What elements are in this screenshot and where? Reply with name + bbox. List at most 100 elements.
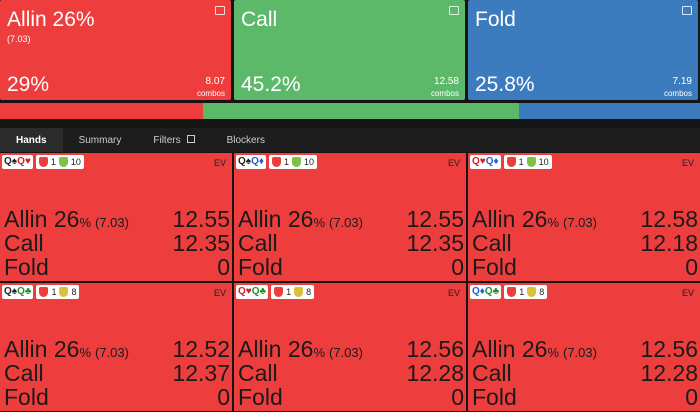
action-size: (7.03) xyxy=(329,345,363,360)
blocker-count: 8 xyxy=(71,287,77,297)
action-label: Fold xyxy=(238,385,283,409)
hand-cell[interactable]: Q♠Q♥ 1 10 EV Allin 26% (7.03) 12.55 Call 12.35 Fo… xyxy=(0,153,232,281)
ev-row: Allin 26% (7.03) 12.55 xyxy=(4,207,230,231)
blocker-icon xyxy=(58,157,68,167)
hand-chips: Q♥Q♣ 1 8 xyxy=(236,285,315,299)
hand-chips: Q♠Q♦ 1 10 xyxy=(236,155,318,169)
ev-row: Allin 26% (7.03) 12.56 xyxy=(472,337,698,361)
card: Q♥ xyxy=(238,286,252,297)
filter-icon[interactable] xyxy=(186,135,195,143)
ev-row: Fold 0 xyxy=(238,255,464,279)
action-name: Fold xyxy=(238,384,283,410)
ev-value: 0 xyxy=(217,384,230,410)
combos-value: 7.19 xyxy=(672,76,692,87)
hand-cell[interactable]: Q♥Q♣ 1 8 EV Allin 26% (7.03) 12.56 Call 12.28 Fol… xyxy=(234,283,466,411)
card-icon[interactable] xyxy=(682,6,692,15)
action-name: Allin 26 xyxy=(472,336,548,362)
action-card[interactable]: Call 45.2% 12.58 combos xyxy=(234,0,465,100)
action-name: Allin 26 xyxy=(238,336,314,362)
ev-rows: Allin 26% (7.03) 12.55 Call 12.35 Fold 0 xyxy=(238,207,464,279)
ev-value: 0 xyxy=(217,254,230,280)
card: Q♠ xyxy=(4,286,18,297)
action-name: Fold xyxy=(475,8,516,31)
hand-cards: Q♥Q♦ xyxy=(470,155,501,169)
ev-value: 12.35 xyxy=(406,230,464,256)
ev-row: Allin 26% (7.03) 12.55 xyxy=(238,207,464,231)
tab[interactable]: Hands xyxy=(0,128,63,152)
action-label: Allin 26% (7.03) xyxy=(4,207,129,231)
hand-cell[interactable]: Q♠Q♣ 1 8 EV Allin 26% (7.03) 12.52 Call 12.37 Fol… xyxy=(0,283,232,411)
action-unit: % xyxy=(547,215,559,230)
action-unit: % xyxy=(79,215,91,230)
ev-rows: Allin 26% (7.03) 12.56 Call 12.28 Fold 0 xyxy=(472,337,698,409)
blocker-count: 8 xyxy=(306,287,312,297)
card: Q♥ xyxy=(472,156,486,167)
blocker-count: 1 xyxy=(50,157,56,167)
hand-cell[interactable]: Q♦Q♣ 1 8 EV Allin 26% (7.03) 12.56 Call 12.28 Fol… xyxy=(468,283,700,411)
blocker-icon xyxy=(271,157,281,167)
tab[interactable]: Summary xyxy=(78,135,122,146)
hand-cards: Q♠Q♥ xyxy=(2,155,33,169)
bar-segment xyxy=(0,103,203,119)
hand-cell[interactable]: Q♠Q♦ 1 10 EV Allin 26% (7.03) 12.55 Call 12.35 Fo… xyxy=(234,153,466,281)
action-label: Allin 26% (7.03) xyxy=(238,337,363,361)
action-card[interactable]: Fold 25.8% 7.19 combos xyxy=(468,0,698,100)
action-name: Call xyxy=(238,360,278,386)
ev-value: 12.28 xyxy=(640,360,698,386)
blocker-count: 10 xyxy=(304,157,315,167)
tab[interactable]: Blockers xyxy=(226,135,265,146)
ev-value: 12.35 xyxy=(172,230,230,256)
ev-label: EV xyxy=(213,288,226,298)
combos-label: combos xyxy=(430,89,459,98)
bet-size: (7.03) xyxy=(7,34,31,44)
card-icon[interactable] xyxy=(215,6,225,15)
blocker-icon xyxy=(274,287,284,297)
combos-label: combos xyxy=(663,89,692,98)
action-unit: % xyxy=(313,345,325,360)
ev-value: 12.56 xyxy=(640,336,698,362)
action-name: Allin 26 xyxy=(472,206,548,232)
hand-chips: Q♥Q♦ 1 10 xyxy=(470,155,552,169)
tab[interactable]: Filters xyxy=(137,128,210,152)
combos-label: combos xyxy=(196,89,225,98)
action-label: Allin 26% (7.03) xyxy=(4,337,129,361)
blocker-icon xyxy=(59,287,69,297)
card: Q♦ xyxy=(251,156,264,167)
action-name: Fold xyxy=(472,254,517,280)
ev-rows: Allin 26% (7.03) 12.58 Call 12.18 Fold 0 xyxy=(472,207,698,279)
blocker-icon xyxy=(39,287,49,297)
hand-chips: Q♦Q♣ 1 8 xyxy=(470,285,548,299)
action-label: Fold xyxy=(472,255,517,279)
blocker-icon xyxy=(38,157,48,167)
card-icon[interactable] xyxy=(449,6,459,15)
ev-row: Call 12.28 xyxy=(472,361,698,385)
card: Q♠ xyxy=(4,156,18,167)
hand-cards: Q♥Q♣ xyxy=(236,285,269,299)
ev-row: Call 12.37 xyxy=(4,361,230,385)
hand-cell[interactable]: Q♥Q♦ 1 10 EV Allin 26% (7.03) 12.58 Call 12.18 Fo… xyxy=(468,153,700,281)
ev-label: EV xyxy=(447,158,460,168)
action-card[interactable]: Allin 26% (7.03) 29% 8.07 combos xyxy=(0,0,231,100)
action-frequency: 29% xyxy=(7,73,50,96)
ev-row: Allin 26% (7.03) 12.56 xyxy=(238,337,464,361)
card: Q♦ xyxy=(485,156,499,167)
blocker-icon xyxy=(526,157,536,167)
ev-value: 12.58 xyxy=(640,206,698,232)
combos-value: 12.58 xyxy=(433,76,459,87)
ev-label: EV xyxy=(681,158,694,168)
action-unit: % xyxy=(547,345,559,360)
ev-value: 12.55 xyxy=(406,206,464,232)
blocker-icon xyxy=(294,287,304,297)
action-label: Fold xyxy=(472,385,517,409)
ev-rows: Allin 26% (7.03) 12.55 Call 12.35 Fold 0 xyxy=(4,207,230,279)
bar-segment xyxy=(203,103,520,119)
hand-cards: Q♠Q♣ xyxy=(2,285,34,299)
action-size: (7.03) xyxy=(95,345,129,360)
action-name: Call xyxy=(4,230,44,256)
ev-label: EV xyxy=(213,158,226,168)
hand-cards: Q♦Q♣ xyxy=(470,285,502,299)
action-name: Fold xyxy=(472,384,517,410)
